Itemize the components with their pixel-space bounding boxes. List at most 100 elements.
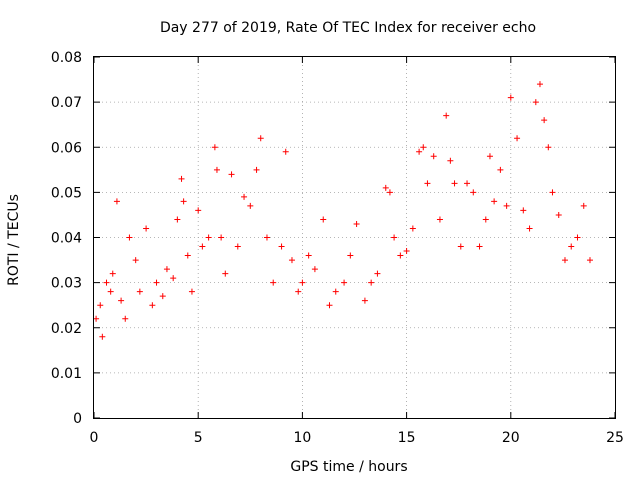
data-point [507, 94, 514, 101]
data-point [326, 302, 333, 309]
data-point [126, 234, 133, 241]
data-point [136, 288, 143, 295]
data-point [341, 279, 348, 286]
x-axis-label: GPS time / hours [290, 459, 407, 475]
data-point [213, 166, 220, 173]
data-point [270, 279, 277, 286]
data-point [143, 225, 150, 232]
plot-frame [93, 56, 616, 419]
data-point [470, 189, 477, 196]
data-point [486, 153, 493, 160]
data-point [403, 248, 410, 255]
data-point [476, 243, 483, 250]
data-point [170, 275, 177, 282]
data-points [93, 81, 593, 340]
data-point [107, 288, 114, 295]
y-axis-label: ROTI / TECUs [6, 194, 22, 286]
y-tick-label: 0.02 [51, 321, 82, 337]
y-tick-label: 0.03 [51, 276, 82, 292]
data-point [234, 243, 241, 250]
data-point [361, 297, 368, 304]
grid-lines [94, 57, 615, 418]
data-point [305, 252, 312, 259]
data-point [555, 211, 562, 218]
axis-ticks: 0 5 10 15 20 25 0 0.01 0.02 0.03 0.04 0.05 0.06 0.07 0… [51, 50, 624, 446]
data-point [574, 234, 581, 241]
data-point [299, 279, 306, 286]
data-point [195, 207, 202, 214]
x-tick-label: 25 [606, 430, 624, 446]
data-point [228, 171, 235, 178]
y-tick-label: 0.04 [51, 231, 82, 247]
y-tick-label: 0 [73, 411, 82, 427]
data-point [397, 252, 404, 259]
data-point [332, 288, 339, 295]
data-point [424, 180, 431, 187]
data-point [180, 198, 187, 205]
data-point [347, 252, 354, 259]
data-point [311, 266, 318, 273]
data-point [93, 315, 100, 322]
data-point [282, 148, 289, 155]
data-point [382, 184, 389, 191]
data-point [295, 288, 302, 295]
data-point [580, 202, 587, 209]
data-point [99, 333, 106, 340]
data-point [374, 270, 381, 277]
data-point [278, 243, 285, 250]
x-tick-label: 10 [293, 430, 311, 446]
data-point [103, 279, 110, 286]
data-point [218, 234, 225, 241]
x-tick-label: 20 [502, 430, 520, 446]
data-point [188, 288, 195, 295]
data-point [549, 189, 556, 196]
data-point [561, 257, 568, 264]
chart-title: Day 277 of 2019, Rate Of TEC Index for r… [160, 20, 536, 36]
data-point [514, 135, 521, 142]
data-point [532, 99, 539, 106]
data-point [184, 252, 191, 259]
data-point [526, 225, 533, 232]
data-point [263, 234, 270, 241]
data-point [416, 148, 423, 155]
data-point [447, 157, 454, 164]
data-point [451, 180, 458, 187]
data-point [320, 216, 327, 223]
data-point [205, 234, 212, 241]
data-point [482, 216, 489, 223]
data-point [457, 243, 464, 250]
x-tick-label: 0 [90, 430, 99, 446]
y-tick-label: 0.05 [51, 185, 82, 201]
data-point [420, 144, 427, 151]
data-point [132, 257, 139, 264]
data-point [253, 166, 260, 173]
data-point [174, 216, 181, 223]
data-point [586, 257, 593, 264]
data-point [503, 202, 510, 209]
y-tick-label: 0.08 [51, 50, 82, 66]
data-point [109, 270, 116, 277]
data-point [464, 180, 471, 187]
data-point [153, 279, 160, 286]
y-tick-label: 0.01 [51, 366, 82, 382]
data-point [368, 279, 375, 286]
data-point [257, 135, 264, 142]
data-point [222, 270, 229, 277]
data-point [159, 293, 166, 300]
data-point [536, 81, 543, 88]
data-point [178, 175, 185, 182]
x-tick-label: 5 [194, 430, 203, 446]
data-point [163, 266, 170, 273]
data-point [520, 207, 527, 214]
data-point [118, 297, 125, 304]
data-point [436, 216, 443, 223]
x-tick-label: 15 [398, 430, 416, 446]
data-point [288, 257, 295, 264]
data-point [97, 302, 104, 309]
data-point [149, 302, 156, 309]
data-point [113, 198, 120, 205]
data-point [491, 198, 498, 205]
data-point [211, 144, 218, 151]
data-point [241, 193, 248, 200]
